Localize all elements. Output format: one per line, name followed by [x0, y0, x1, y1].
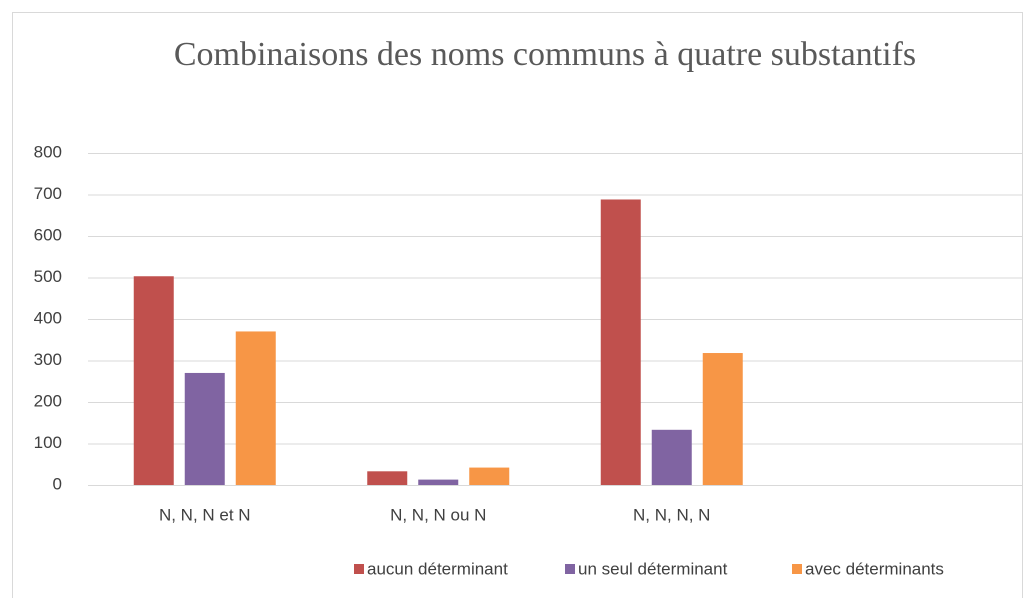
- bar: [469, 467, 510, 485]
- chart-frame: [12, 12, 1023, 598]
- bar: [184, 372, 225, 485]
- bar: [600, 199, 641, 486]
- bar: [651, 429, 692, 485]
- legend-swatch: [565, 564, 575, 574]
- y-tick-label: 100: [34, 433, 62, 452]
- y-tick-label: 500: [34, 267, 62, 286]
- legend-label: un seul déterminant: [578, 559, 728, 578]
- x-tick-label: N, N, N ou N: [390, 505, 486, 524]
- legend-label: avec déterminants: [805, 559, 944, 578]
- legend-swatch: [792, 564, 802, 574]
- chart-title: Combinaisons des noms communs à quatre s…: [174, 36, 916, 73]
- y-tick-label: 300: [34, 350, 62, 369]
- legend-swatch: [354, 564, 364, 574]
- legend-label: aucun déterminant: [367, 559, 508, 578]
- bar: [367, 471, 408, 485]
- bar: [133, 276, 174, 485]
- y-tick-label: 0: [53, 474, 62, 493]
- y-tick-label: 800: [34, 142, 62, 161]
- bar: [235, 331, 276, 485]
- y-tick-label: 600: [34, 225, 62, 244]
- y-tick-label: 400: [34, 308, 62, 327]
- x-tick-label: N, N, N, N: [633, 505, 710, 524]
- bar: [418, 479, 459, 485]
- y-tick-label: 200: [34, 391, 62, 410]
- bar: [702, 353, 743, 485]
- x-tick-label: N, N, N et N: [159, 505, 251, 524]
- y-tick-label: 700: [34, 184, 62, 203]
